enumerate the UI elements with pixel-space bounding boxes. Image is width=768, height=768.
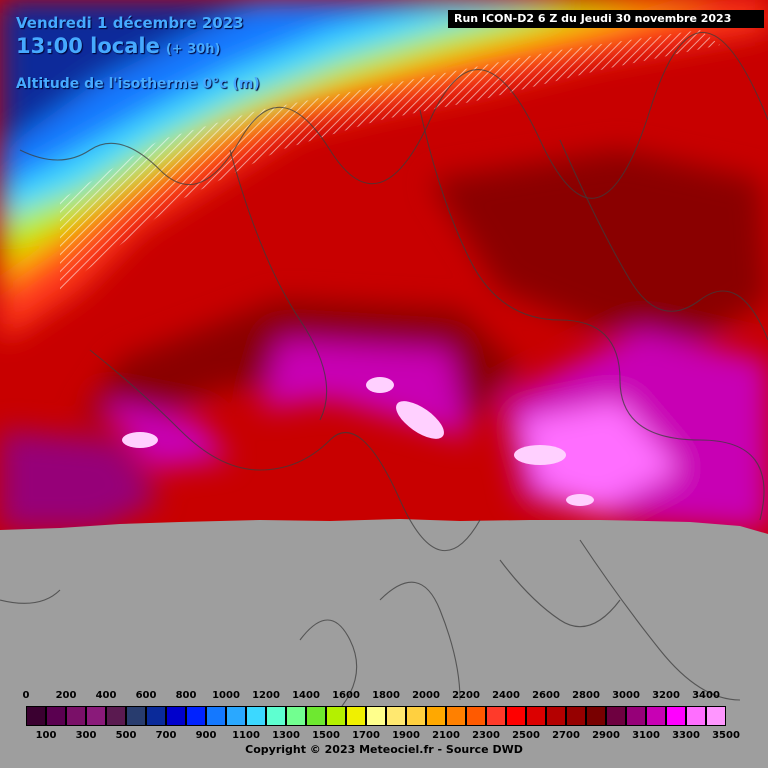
- legend-bottom-label: 2900: [592, 730, 620, 741]
- legend-top-label: 3400: [692, 690, 720, 701]
- legend-swatch: [426, 706, 446, 726]
- legend-top-label: 800: [175, 690, 197, 701]
- legend-swatch: [286, 706, 306, 726]
- legend-top-label: 1200: [252, 690, 280, 701]
- legend-bottom-label: 900: [195, 730, 217, 741]
- legend-swatch: [666, 706, 686, 726]
- legend-bottom-label: 2100: [432, 730, 460, 741]
- legend-swatch: [126, 706, 146, 726]
- legend-top-label: 3000: [612, 690, 640, 701]
- legend-top-label: 2600: [532, 690, 560, 701]
- legend-swatch: [66, 706, 86, 726]
- legend-swatch: [706, 706, 726, 726]
- legend-top-label: 1000: [212, 690, 240, 701]
- border-lines: [0, 31, 768, 721]
- copyright: Copyright © 2023 Meteociel.fr - Source D…: [245, 743, 523, 756]
- legend-top-label: 1800: [372, 690, 400, 701]
- legend-swatch: [646, 706, 666, 726]
- isotherm-field: [0, 0, 768, 535]
- legend-swatch: [386, 706, 406, 726]
- legend-swatch: [166, 706, 186, 726]
- legend-swatch: [606, 706, 626, 726]
- parameter-title: Altitude de l'isotherme 0°c (m): [16, 76, 260, 92]
- legend-swatch: [226, 706, 246, 726]
- forecast-date: Vendredi 1 décembre 2023: [16, 14, 244, 32]
- legend-top-label: 0: [22, 690, 30, 701]
- legend-bottom-label: 500: [115, 730, 137, 741]
- legend-swatch: [626, 706, 646, 726]
- legend-swatch: [206, 706, 226, 726]
- legend-bottom-label: 1100: [232, 730, 260, 741]
- legend-swatch: [346, 706, 366, 726]
- legend-top-label: 2200: [452, 690, 480, 701]
- legend-swatch: [586, 706, 606, 726]
- legend-bottom-label: 1500: [312, 730, 340, 741]
- legend-bottom-label: 1700: [352, 730, 380, 741]
- legend-swatch: [686, 706, 706, 726]
- legend-swatch: [26, 706, 46, 726]
- legend-swatch: [186, 706, 206, 726]
- legend-top-label: 2000: [412, 690, 440, 701]
- legend-swatch: [266, 706, 286, 726]
- legend-bottom-label: 3500: [712, 730, 740, 741]
- legend-swatch: [366, 706, 386, 726]
- legend-bottom-label: 2300: [472, 730, 500, 741]
- legend-swatch: [46, 706, 66, 726]
- legend-swatch: [106, 706, 126, 726]
- legend-swatch: [86, 706, 106, 726]
- legend-swatch: [526, 706, 546, 726]
- legend-swatch: [466, 706, 486, 726]
- legend-swatch: [546, 706, 566, 726]
- legend-top-label: 400: [95, 690, 117, 701]
- legend-top-label: 2800: [572, 690, 600, 701]
- legend-top-label: 2400: [492, 690, 520, 701]
- legend-bottom-label: 300: [75, 730, 97, 741]
- legend-top-label: 200: [55, 690, 77, 701]
- legend-swatch: [486, 706, 506, 726]
- local-time: 13:00 locale: [16, 34, 160, 58]
- legend-top-label: 1400: [292, 690, 320, 701]
- legend-swatch: [146, 706, 166, 726]
- lead-time: (+ 30h): [165, 42, 221, 57]
- legend-bottom-label: 1300: [272, 730, 300, 741]
- legend-swatch: [306, 706, 326, 726]
- legend-bottom-label: 3300: [672, 730, 700, 741]
- legend-top-label: 1600: [332, 690, 360, 701]
- legend-swatch: [446, 706, 466, 726]
- legend-bottom-label: 2700: [552, 730, 580, 741]
- legend-swatch: [246, 706, 266, 726]
- legend-top-label: 600: [135, 690, 157, 701]
- legend-swatch: [566, 706, 586, 726]
- forecast-time: 13:00 locale (+ 30h): [16, 34, 221, 58]
- model-run-label: Run ICON-D2 6 Z du Jeudi 30 novembre 202…: [448, 10, 764, 28]
- color-legend: 0 200 400 600 800 1000 1200 1400 1600 1800 2000 220…: [0, 686, 768, 768]
- legend-swatch: [326, 706, 346, 726]
- legend-bottom-label: 100: [35, 730, 57, 741]
- legend-swatch: [406, 706, 426, 726]
- legend-bottom-label: 700: [155, 730, 177, 741]
- legend-bottom-label: 3100: [632, 730, 660, 741]
- legend-bottom-label: 2500: [512, 730, 540, 741]
- legend-swatch: [506, 706, 526, 726]
- legend-bottom-label: 1900: [392, 730, 420, 741]
- legend-top-label: 3200: [652, 690, 680, 701]
